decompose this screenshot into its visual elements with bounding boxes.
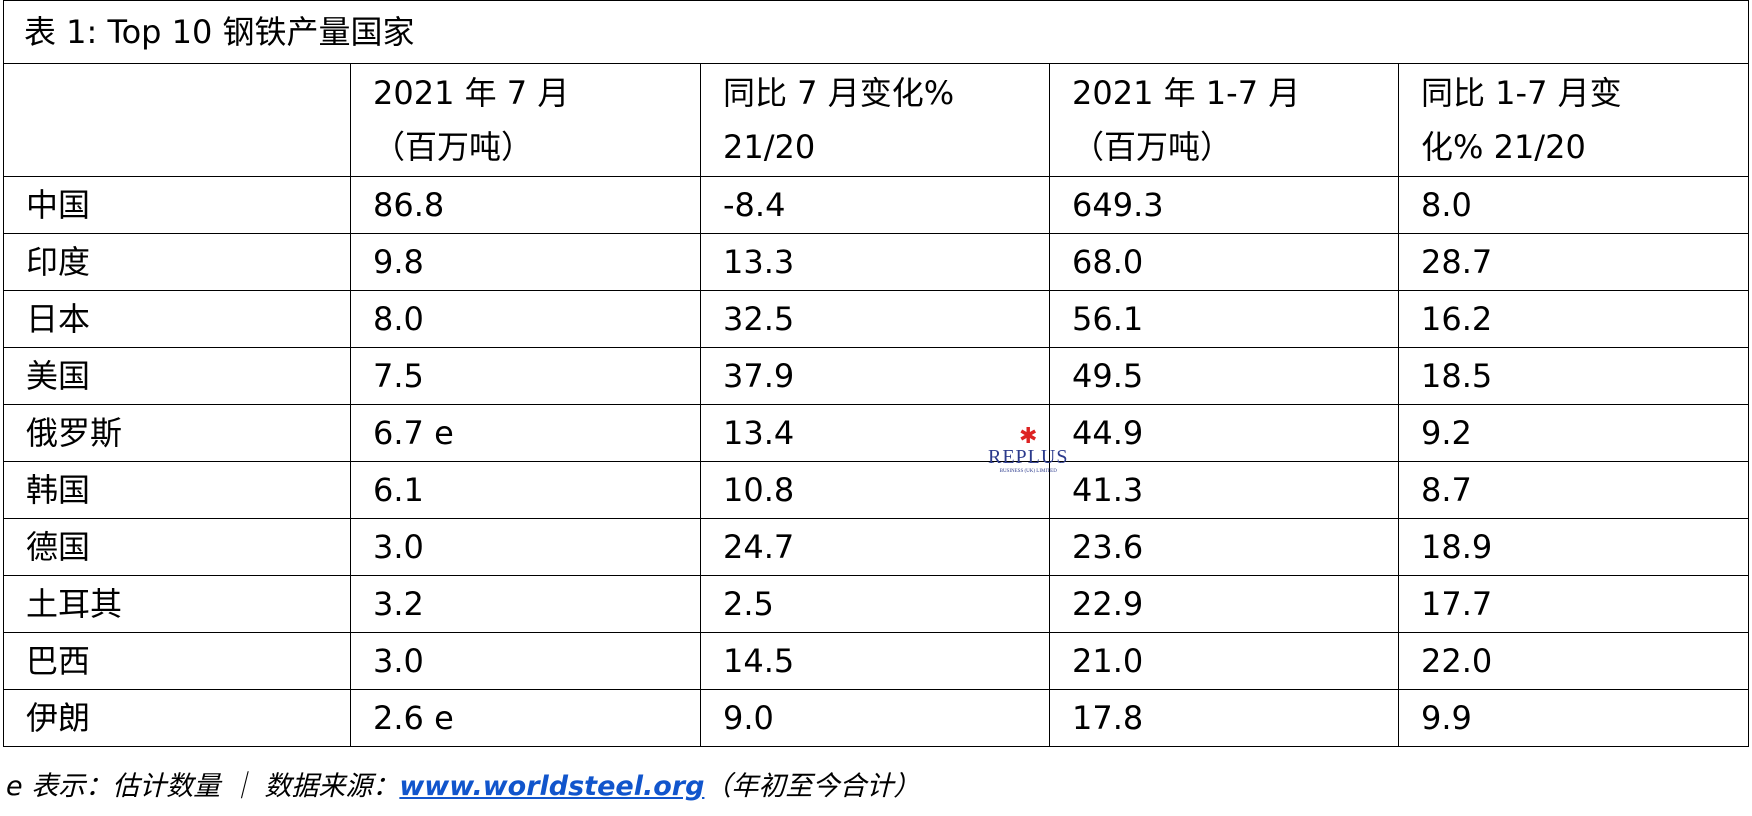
value-cell: 17.7 <box>1398 575 1749 633</box>
data-row: 土耳其 3.2 2.5 22.9 17.7 <box>3 575 1749 633</box>
value-cell: 9.0 <box>700 689 1050 747</box>
value-cell: 6.7 e <box>350 404 701 462</box>
data-row: 印度 9.8 13.3 68.0 28.7 <box>3 233 1749 291</box>
title-row: 表 1: Top 10 钢铁产量国家 <box>3 0 1749 64</box>
value-cell: -8.4 <box>700 176 1050 234</box>
watermark-name: REPLUS <box>988 446 1069 468</box>
value-cell: 22.0 <box>1398 632 1749 690</box>
value-cell: 44.9 <box>1049 404 1399 462</box>
watermark-sub: BUSINESS (UK) LIMITED <box>999 469 1057 474</box>
value-cell: 3.0 <box>350 632 701 690</box>
value-cell: 22.9 <box>1049 575 1399 633</box>
watermark: ✱ REPLUS BUSINESS (UK) LIMITED <box>988 423 1069 475</box>
country-cell: 中国 <box>3 176 351 234</box>
value-cell: 24.7 <box>700 518 1050 576</box>
value-cell: 18.9 <box>1398 518 1749 576</box>
value-cell: 17.8 <box>1049 689 1399 747</box>
value-cell: 21.0 <box>1049 632 1399 690</box>
watermark-icon: ✱ <box>1019 423 1038 448</box>
header-row: 2021 年 7 月 （百万吨） 同比 7 月变化% 21/20 2021 年 1-… <box>3 63 1749 177</box>
value-cell: 68.0 <box>1049 233 1399 291</box>
value-cell: 9.9 <box>1398 689 1749 747</box>
header-cell: 同比 1-7 月变 化% 21/20 <box>1398 63 1749 177</box>
value-cell: 6.1 <box>350 461 701 519</box>
value-cell: 8.0 <box>1398 176 1749 234</box>
header-cell: 同比 7 月变化% 21/20 <box>700 63 1050 177</box>
value-cell: 8.0 <box>350 290 701 348</box>
value-cell: 56.1 <box>1049 290 1399 348</box>
data-row: 中国 86.8 -8.4 649.3 8.0 <box>3 176 1749 234</box>
value-cell: 32.5 <box>700 290 1050 348</box>
value-cell: 8.7 <box>1398 461 1749 519</box>
value-cell: 23.6 <box>1049 518 1399 576</box>
data-row: 日本 8.0 32.5 56.1 16.2 <box>3 290 1749 348</box>
value-cell: 3.0 <box>350 518 701 576</box>
country-cell: 俄罗斯 <box>3 404 351 462</box>
country-cell: 德国 <box>3 518 351 576</box>
value-cell: 86.8 <box>350 176 701 234</box>
country-cell: 印度 <box>3 233 351 291</box>
country-cell: 巴西 <box>3 632 351 690</box>
value-cell: 18.5 <box>1398 347 1749 405</box>
value-cell: 16.2 <box>1398 290 1749 348</box>
value-cell: 2.5 <box>700 575 1050 633</box>
value-cell: 28.7 <box>1398 233 1749 291</box>
table-title: 表 1: Top 10 钢铁产量国家 <box>3 0 1749 64</box>
header-cell: 2021 年 1-7 月 （百万吨） <box>1049 63 1399 177</box>
value-cell: 41.3 <box>1049 461 1399 519</box>
table-body: 表 1: Top 10 钢铁产量国家 2021 年 7 月 （百万吨） 同比 7 … <box>3 0 1749 747</box>
value-cell: 7.5 <box>350 347 701 405</box>
header-cell: 2021 年 7 月 （百万吨） <box>350 63 701 177</box>
data-row: 德国 3.0 24.7 23.6 18.9 <box>3 518 1749 576</box>
value-cell: 2.6 e <box>350 689 701 747</box>
value-cell: 13.3 <box>700 233 1050 291</box>
data-row: 美国 7.5 37.9 49.5 18.5 <box>3 347 1749 405</box>
steel-table: 表 1: Top 10 钢铁产量国家 2021 年 7 月 （百万吨） 同比 7 … <box>3 0 1749 747</box>
country-cell: 日本 <box>3 290 351 348</box>
header-cell <box>3 63 351 177</box>
data-row: 巴西 3.0 14.5 21.0 22.0 <box>3 632 1749 690</box>
country-cell: 土耳其 <box>3 575 351 633</box>
country-cell: 美国 <box>3 347 351 405</box>
country-cell: 韩国 <box>3 461 351 519</box>
footnote: e 表示：估计数量 ｜ 数据来源：www.worldsteel.org（年初至今… <box>6 764 920 803</box>
value-cell: 649.3 <box>1049 176 1399 234</box>
value-cell: 3.2 <box>350 575 701 633</box>
value-cell: 9.8 <box>350 233 701 291</box>
value-cell: 49.5 <box>1049 347 1399 405</box>
value-cell: 10.8 <box>700 461 1050 519</box>
value-cell: 13.4 <box>700 404 1050 462</box>
footnote-note: e 表示：估计数量 ｜ 数据来源： <box>6 771 400 802</box>
country-cell: 伊朗 <box>3 689 351 747</box>
data-row: 韩国 6.1 10.8 41.3 8.7 <box>3 461 1749 519</box>
source-link[interactable]: www.worldsteel.org <box>399 771 705 802</box>
data-row: 俄罗斯 6.7 e 13.4 44.9 9.2 <box>3 404 1749 462</box>
value-cell: 14.5 <box>700 632 1050 690</box>
footnote-suffix: （年初至今合计） <box>704 771 921 802</box>
value-cell: 37.9 <box>700 347 1050 405</box>
value-cell: 9.2 <box>1398 404 1749 462</box>
data-row: 伊朗 2.6 e 9.0 17.8 9.9 <box>3 689 1749 747</box>
